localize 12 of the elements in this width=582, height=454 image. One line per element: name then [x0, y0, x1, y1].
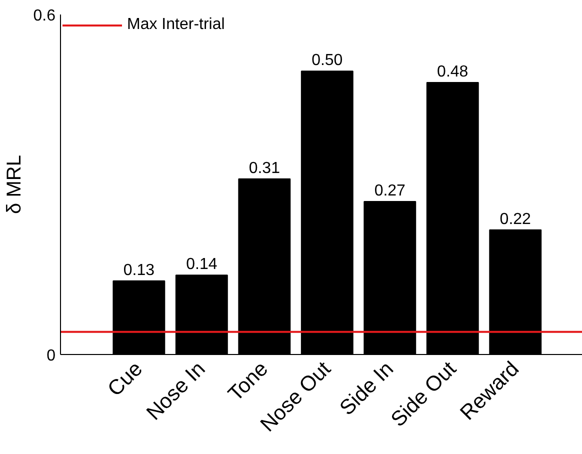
data-label: 0.50 — [312, 52, 343, 70]
data-label: 0.27 — [374, 182, 406, 200]
legend-label: Max Inter-trial — [127, 16, 225, 34]
data-label: 0.48 — [437, 64, 468, 80]
data-label: 0.13 — [123, 262, 155, 279]
data-label: 0.31 — [248, 160, 280, 177]
data-label: 0.22 — [500, 210, 532, 228]
y-axis-title: δ MRL — [3, 155, 26, 214]
data-label: 0.14 — [186, 256, 218, 274]
y-tick-label: 0.6 — [33, 8, 56, 24]
y-tick-label: 0 — [46, 348, 56, 364]
x-tick-label: Cue — [104, 357, 148, 401]
